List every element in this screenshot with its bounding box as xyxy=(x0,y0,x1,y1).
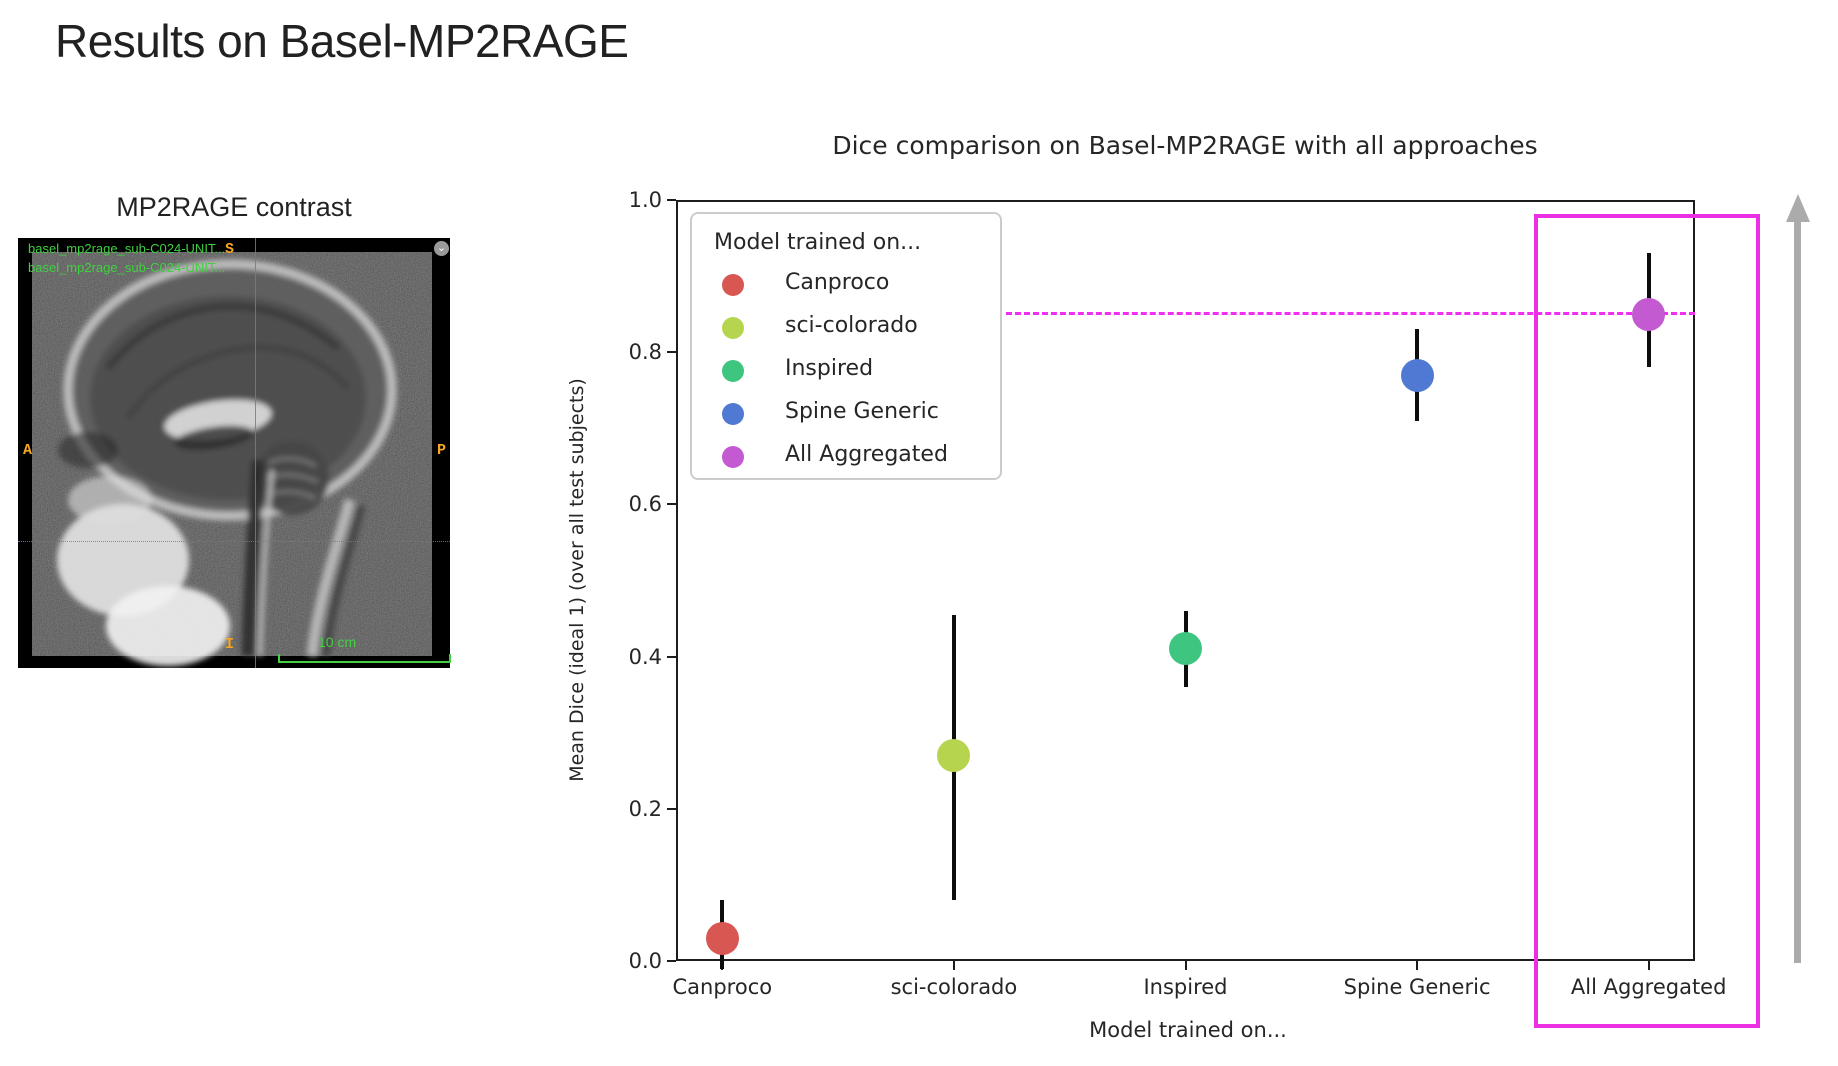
y-tick-mark xyxy=(667,199,676,201)
y-tick-mark xyxy=(667,807,676,810)
data-point xyxy=(705,921,739,955)
mri-overlay-filename-2: basel_mp2rage_sub-C024-UNIT... xyxy=(28,260,226,275)
legend-item: Inspired xyxy=(692,354,1000,388)
legend-item: Spine Generic xyxy=(692,397,1000,431)
y-tick-label: 0.6 xyxy=(628,492,662,517)
x-tick-mark xyxy=(1647,961,1650,970)
x-tick-label: Inspired xyxy=(1143,975,1228,999)
legend-dot xyxy=(722,317,744,339)
legend-dot xyxy=(722,446,744,468)
data-point xyxy=(1400,358,1434,392)
y-tick-label: 0.2 xyxy=(628,796,662,821)
y-tick-label: 0.0 xyxy=(628,949,662,973)
y-tick-mark xyxy=(667,960,676,962)
x-tick-mark xyxy=(1184,961,1187,970)
mri-scan-graphic xyxy=(18,238,450,668)
reference-line xyxy=(1006,312,1695,316)
y-tick-mark xyxy=(667,351,676,354)
y-axis-label: Mean Dice (ideal 1) (over all test subje… xyxy=(566,378,588,782)
highlight-box xyxy=(1534,214,1760,1028)
up-arrow xyxy=(1794,220,1801,963)
legend-dot xyxy=(722,274,744,296)
legend-label: Canproco xyxy=(785,270,890,295)
crosshair-horizontal xyxy=(18,541,450,542)
legend-item: Canproco xyxy=(692,268,1000,302)
orientation-marker-s: S xyxy=(225,241,235,258)
data-point xyxy=(1632,297,1666,331)
x-tick-mark xyxy=(1416,961,1419,970)
legend-title: Model trained on... xyxy=(714,230,922,255)
scale-bar xyxy=(278,654,451,663)
orientation-marker-p: P xyxy=(437,442,447,459)
legend-item: All Aggregated xyxy=(692,440,1000,474)
legend-label: All Aggregated xyxy=(785,442,948,467)
scale-label: 10 cm xyxy=(318,634,357,650)
x-tick-mark xyxy=(952,961,955,970)
mri-image: basel_mp2rage_sub-C024-UNIT... basel_mp2… xyxy=(18,238,451,668)
legend-label: Spine Generic xyxy=(785,399,939,424)
x-tick-label: Canproco xyxy=(672,975,773,999)
legend-dot xyxy=(722,360,744,382)
y-tick-label: 0.8 xyxy=(628,340,662,365)
legend-label: Inspired xyxy=(785,356,874,381)
orientation-marker-a: A xyxy=(23,442,33,459)
page-title: Results on Basel-MP2RAGE xyxy=(55,15,629,67)
up-arrow-head-icon xyxy=(1786,194,1810,222)
x-axis-label: Model trained on... xyxy=(1089,1018,1287,1042)
legend-dot xyxy=(722,403,744,425)
orientation-marker-i: I xyxy=(225,636,235,653)
chevron-down-icon[interactable]: ⌄ xyxy=(434,241,449,256)
y-tick-label: 0.4 xyxy=(628,644,662,669)
x-tick-label: All Aggregated xyxy=(1570,975,1727,999)
x-tick-label: sci-colorado xyxy=(890,975,1018,999)
legend-item: sci-colorado xyxy=(692,311,1000,345)
data-point xyxy=(937,739,971,773)
mri-caption: MP2RAGE contrast xyxy=(116,192,352,222)
mri-overlay-filename-1: basel_mp2rage_sub-C024-UNIT... xyxy=(28,241,226,256)
crosshair-vertical xyxy=(255,238,256,668)
y-tick-mark xyxy=(667,503,676,506)
chart-title: Dice comparison on Basel-MP2RAGE with al… xyxy=(832,131,1538,160)
y-tick-label: 1.0 xyxy=(628,188,662,212)
y-tick-mark xyxy=(667,655,676,658)
data-point xyxy=(1169,632,1202,666)
legend: Model trained on... Canproco sci-colorado… xyxy=(690,212,1002,480)
legend-label: sci-colorado xyxy=(785,313,918,338)
x-tick-label: Spine Generic xyxy=(1343,975,1491,999)
